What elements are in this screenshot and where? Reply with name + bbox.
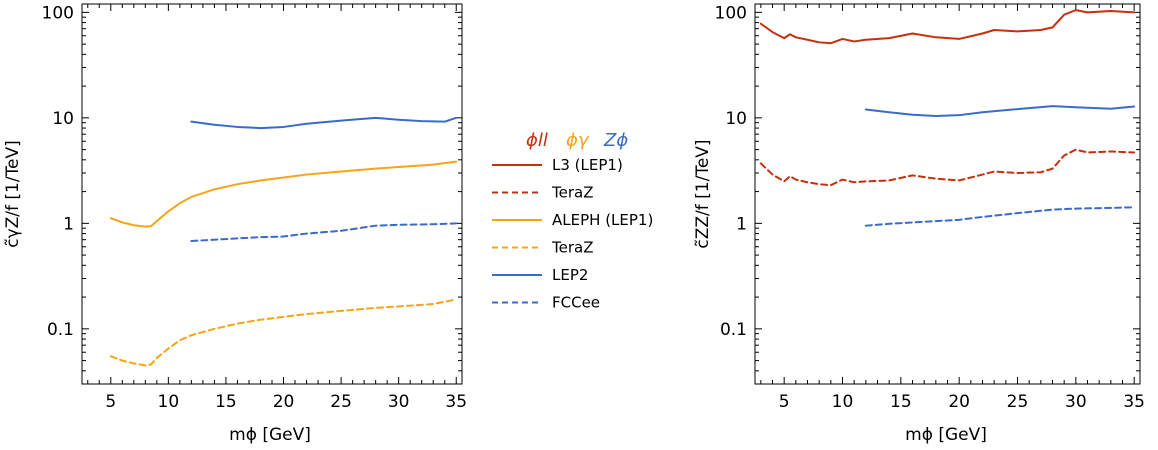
series-line-teraz-dashed <box>759 148 1136 187</box>
series-line-l3-lep1-solid <box>759 9 1136 45</box>
legend-label: L3 (LEP1) <box>552 156 623 174</box>
legend-label: TeraZ <box>551 239 593 257</box>
y-tick-label: 100 <box>715 3 747 23</box>
y-tick-label: 1 <box>736 214 747 234</box>
y-axis-title: c̃γZ/f [1/TeV] <box>3 140 23 248</box>
y-tick-label: 10 <box>52 109 74 129</box>
plot-frame <box>81 3 463 385</box>
plot-frame <box>754 3 1141 385</box>
legend-header-2: ϕγ <box>566 130 590 151</box>
series-line-teraz-dashed <box>109 298 458 367</box>
x-tick-label: 35 <box>445 392 467 412</box>
x-tick-label: 30 <box>388 392 410 412</box>
legend-label: FCCee <box>552 294 600 312</box>
x-axis-title: mϕ [GeV] <box>229 425 311 445</box>
x-tick-label: 5 <box>105 392 116 412</box>
x-tick-label: 10 <box>158 392 180 412</box>
x-tick-label: 15 <box>890 392 912 412</box>
chart-panel-left: 5 10 15 20 25 30 35 0.1 1 10 100 mϕ [GeV] c̃γZ/f [1/… <box>3 3 467 445</box>
x-tick-label: 25 <box>1007 392 1029 412</box>
y-tick-label: 0.1 <box>47 320 74 340</box>
x-tick-label: 35 <box>1123 392 1145 412</box>
x-axis-title: mϕ [GeV] <box>905 425 987 445</box>
y-axis-title: c̃ZZ/f [1/TeV] <box>693 139 713 248</box>
y-tick-label: 1 <box>63 214 74 234</box>
legend: ϕll ϕγ Zϕ L3 (LEP1) TeraZ ALEPH (LEP1) TeraZ LE… <box>492 130 653 312</box>
legend-header-1: ϕll <box>526 130 548 151</box>
series-line-lep2-solid <box>190 116 458 130</box>
series-line-lep2-solid <box>864 105 1136 118</box>
x-tick-label: 25 <box>330 392 352 412</box>
legend-label: TeraZ <box>551 184 593 202</box>
x-tick-label: 20 <box>273 392 295 412</box>
legend-label: ALEPH (LEP1) <box>552 211 653 229</box>
x-tick-label: 30 <box>1065 392 1087 412</box>
x-tick-label: 10 <box>832 392 854 412</box>
x-tick-label: 20 <box>948 392 970 412</box>
series-line-fccee-dashed <box>864 206 1136 227</box>
chart-panel-right: 5 10 15 20 25 30 35 0.1 1 10 100 mϕ [GeV] c̃ZZ/f [1/… <box>693 3 1145 445</box>
x-tick-label: 5 <box>779 392 790 412</box>
legend-header-3: Zϕ <box>603 130 628 151</box>
legend-label: LEP2 <box>552 266 588 284</box>
x-tick-label: 15 <box>215 392 237 412</box>
series-line-aleph-lep1-solid <box>109 160 458 228</box>
y-tick-label: 10 <box>725 109 747 129</box>
series-line-fccee-dashed <box>190 222 458 243</box>
y-tick-label: 0.1 <box>720 320 747 340</box>
y-tick-label: 100 <box>42 3 74 23</box>
